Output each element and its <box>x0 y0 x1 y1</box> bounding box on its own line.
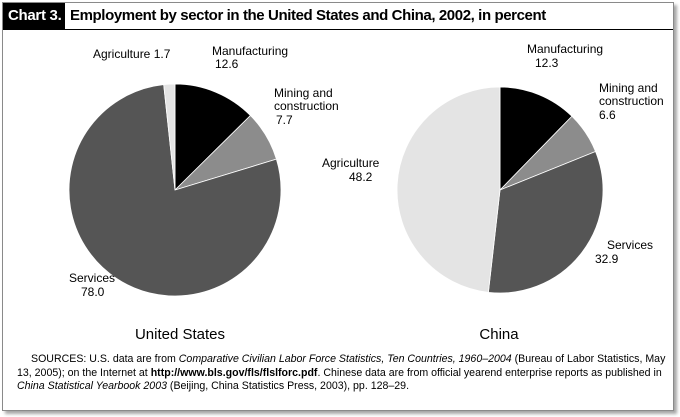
cn-manufacturing-value: 12.3 <box>535 56 559 70</box>
cn-slice-services <box>487 150 604 294</box>
us-chart-caption: United States <box>135 326 225 343</box>
us-slice-agriculture <box>163 83 176 191</box>
us-manufacturing-value: 12.6 <box>215 57 239 71</box>
pie-china <box>396 86 604 294</box>
us-services-label: Services <box>69 271 115 285</box>
us-publication-title: Comparative Civilian Labor Force Statist… <box>178 353 512 365</box>
sources-suffix: (Beijing, China Statistics Press, 2003),… <box>166 380 410 392</box>
header-rule <box>3 29 673 30</box>
chart-number: Chart 3. <box>3 3 65 29</box>
pie-charts: Agriculture 1.7 Manufacturing 12.6 Minin… <box>68 42 664 343</box>
cn-slice-agriculture <box>396 86 501 293</box>
cn-agriculture-value: 48.2 <box>349 170 373 184</box>
us-manufacturing-label: Manufacturing <box>212 44 288 58</box>
us-mining-label-line2: construction <box>274 99 339 113</box>
sources-mid1: (Bureau of Labor Statistics, May 13, 200… <box>17 353 666 379</box>
cn-manufacturing-label: Manufacturing <box>527 42 603 56</box>
sources-note: SOURCES: U.S. data are from Comparative … <box>17 353 667 394</box>
us-agriculture-label: Agriculture 1.7 <box>93 47 171 61</box>
cn-mining-label-line2: construction <box>599 94 664 108</box>
cn-services-value: 32.9 <box>595 252 619 266</box>
chart-frame: Chart 3. Employment by sector in the Uni… <box>2 2 674 411</box>
cn-slice-manufacturing <box>499 86 573 191</box>
sources-mid2: . Chinese data are from official yearend… <box>317 366 662 379</box>
chart-title: Employment by sector in the United State… <box>70 7 546 24</box>
cn-services-label: Services <box>607 238 653 252</box>
cn-chart-caption: China <box>479 326 519 343</box>
us-services-value: 78.0 <box>81 285 105 299</box>
us-mining-value: 7.7 <box>276 113 293 127</box>
sources-url[interactable]: http://www.bls.gov/fls/flslforc.pdf <box>150 366 318 379</box>
cn-mining-label-line1: Mining and <box>599 81 658 95</box>
cn-mining-value: 6.6 <box>599 108 616 122</box>
cn-publication-title: China Statistical Yearbook 2003 <box>17 380 167 392</box>
us-slice-manufacturing <box>174 83 251 191</box>
sources-prefix: SOURCES: U.S. data are from <box>31 353 179 365</box>
us-mining-label-line1: Mining and <box>274 86 333 100</box>
pie-united-states <box>68 83 282 297</box>
chart-header: Chart 3. Employment by sector in the Uni… <box>3 3 673 30</box>
cn-agriculture-label: Agriculture <box>322 156 380 170</box>
us-slice-services <box>68 84 282 297</box>
